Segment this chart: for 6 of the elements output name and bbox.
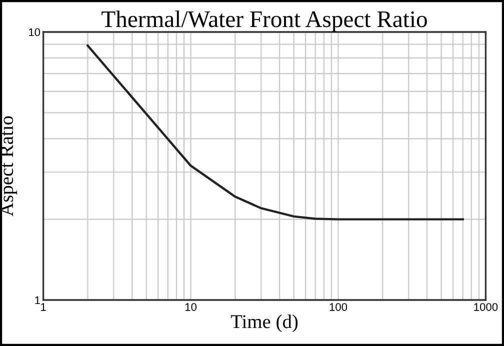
- x-tick-label: 1: [41, 303, 46, 311]
- chart-title: Thermal/Water Front Aspect Ratio: [102, 10, 427, 32]
- x-axis-title: Time (d): [230, 314, 298, 332]
- x-tick-label: 100: [330, 303, 348, 311]
- x-tick-label: 10: [185, 303, 197, 311]
- x-tick-label: 1000: [474, 303, 498, 311]
